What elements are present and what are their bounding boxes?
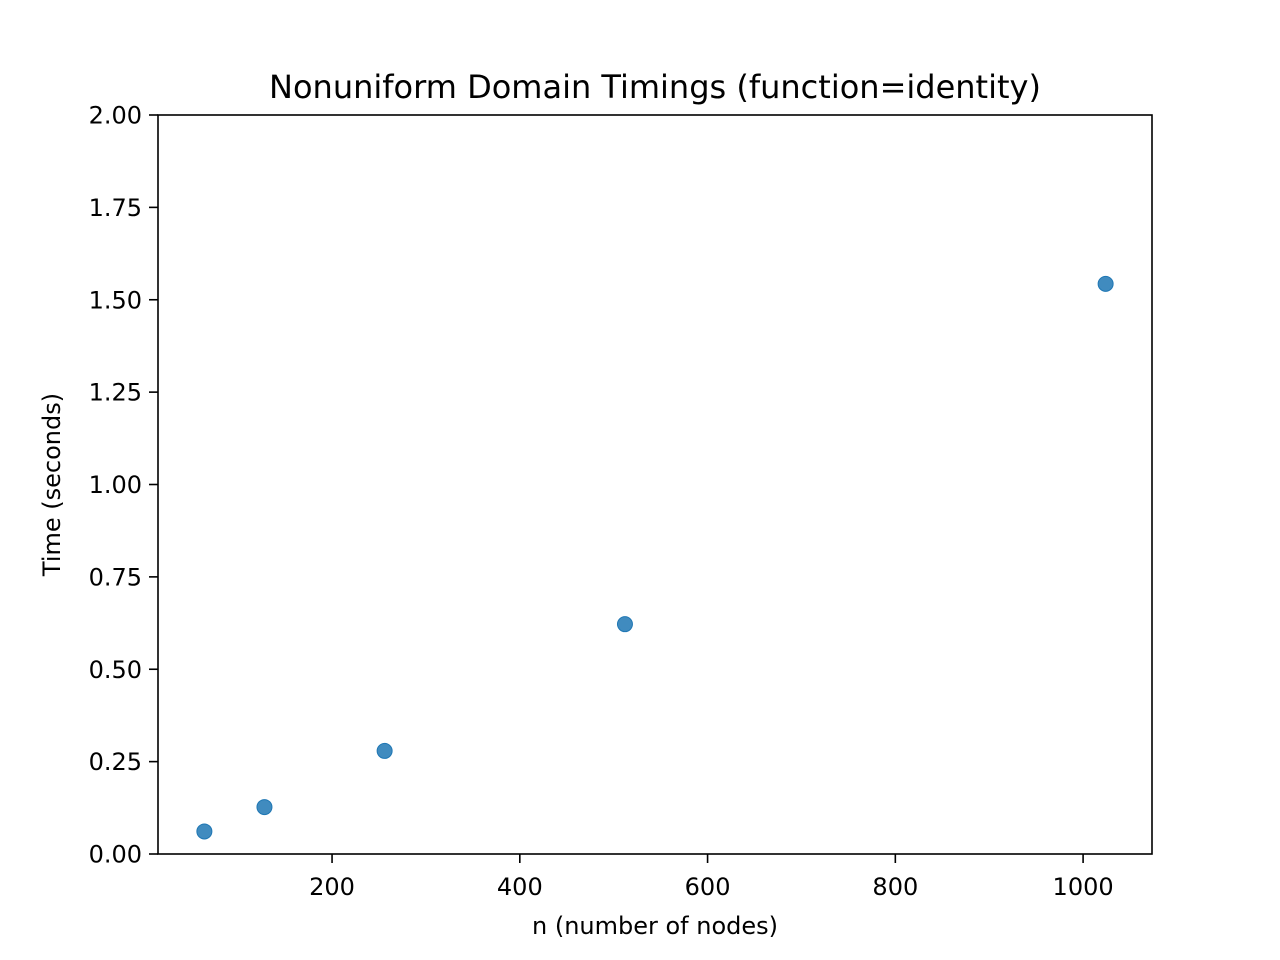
- y-tick-label: 1.50: [89, 286, 142, 314]
- data-point: [616, 616, 633, 633]
- x-tick-label: 200: [309, 873, 355, 901]
- data-point: [376, 742, 393, 759]
- x-tick-label: 800: [872, 873, 918, 901]
- x-tick-label: 400: [497, 873, 543, 901]
- y-tick-label: 1.00: [89, 471, 142, 499]
- x-tick-label: 600: [685, 873, 731, 901]
- y-tick-label: 1.75: [89, 194, 142, 222]
- y-tick-label: 2.00: [89, 102, 142, 130]
- plot-area: [196, 275, 1114, 840]
- data-point: [1097, 275, 1114, 292]
- y-tick-label: 1.25: [89, 379, 142, 407]
- data-point: [196, 823, 213, 840]
- y-tick-label: 0.00: [89, 841, 142, 869]
- data-point: [256, 799, 273, 816]
- y-tick-label: 0.75: [89, 563, 142, 591]
- y-axis-label: Time (seconds): [38, 393, 66, 577]
- y-tick-label: 0.25: [89, 748, 142, 776]
- x-axis-label: n (number of nodes): [532, 912, 778, 940]
- chart-title: Nonuniform Domain Timings (function=iden…: [269, 68, 1041, 106]
- y-tick-label: 0.50: [89, 656, 142, 684]
- x-tick-label: 1000: [1053, 873, 1114, 901]
